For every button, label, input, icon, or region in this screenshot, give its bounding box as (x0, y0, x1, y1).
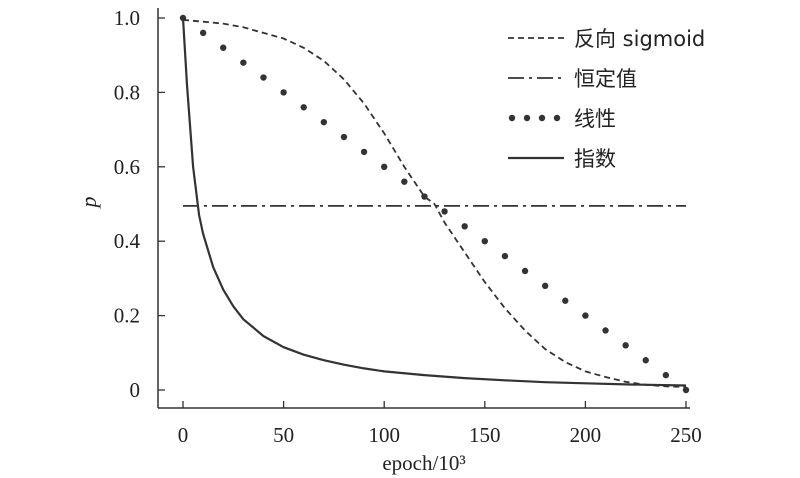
x-tick-label: 200 (570, 423, 602, 447)
x-tick-label: 100 (368, 423, 400, 447)
linear-series-point (582, 312, 589, 319)
y-tick-label: 0.2 (114, 304, 140, 328)
legend-label: 反向 sigmoid (574, 27, 705, 51)
legend-label: 线性 (574, 107, 616, 131)
linear-series-point (541, 282, 549, 290)
linear-series-point (421, 193, 428, 200)
legend-swatch-dot (523, 114, 531, 122)
linear-series-point (220, 44, 227, 51)
linear-series-point (381, 163, 388, 170)
linear-series-point (320, 118, 328, 126)
linear-series-point (602, 327, 609, 334)
y-axis-label: p (76, 197, 101, 210)
linear-series-point (501, 252, 509, 260)
y-tick-label: 0.6 (114, 155, 140, 179)
legend-swatch-dot (508, 114, 516, 122)
linear-series-point (360, 148, 368, 156)
x-tick-label: 150 (469, 423, 501, 447)
linear-series-point (240, 59, 247, 66)
legend-swatch-dot (538, 114, 546, 122)
legend-swatch-dot (553, 114, 561, 122)
linear-series-point (199, 29, 207, 37)
x-tick-label: 0 (178, 423, 189, 447)
linear-series-point (260, 74, 267, 81)
x-tick-label: 50 (273, 423, 294, 447)
x-axis-label: epoch/10³ (382, 451, 465, 475)
axes (157, 8, 690, 409)
x-tick-label: 250 (670, 423, 702, 447)
linear-series-point (481, 238, 488, 245)
y-tick-label: 0.4 (114, 229, 141, 253)
linear-series-point (340, 133, 348, 141)
linear-series-point (300, 104, 307, 111)
y-tick-label: 1.0 (114, 6, 140, 30)
linear-series-point (401, 178, 408, 185)
y-ticks: 0 0.2 0.4 0.6 0.8 1.0 (114, 6, 165, 402)
linear-series-point (662, 371, 670, 379)
linear-series-point (622, 342, 629, 349)
y-tick-label: 0.8 (114, 80, 140, 104)
legend-label: 恒定值 (574, 67, 637, 91)
linear-series-point (441, 208, 448, 215)
linear-series-point (642, 357, 649, 364)
series-layer (179, 14, 690, 394)
series-line-solid (181, 17, 687, 387)
linear-series-point (461, 223, 468, 230)
linear-series-point (682, 386, 690, 394)
y-tick-label: 0 (130, 378, 141, 402)
x-ticks: 0 50 100 150 200 250 (178, 401, 702, 447)
series-line-dashed (182, 19, 687, 388)
linear-series-point (562, 297, 569, 304)
linear-series-point (521, 267, 529, 275)
legend-label: 指数 (574, 147, 616, 171)
linear-series-point (280, 89, 287, 96)
